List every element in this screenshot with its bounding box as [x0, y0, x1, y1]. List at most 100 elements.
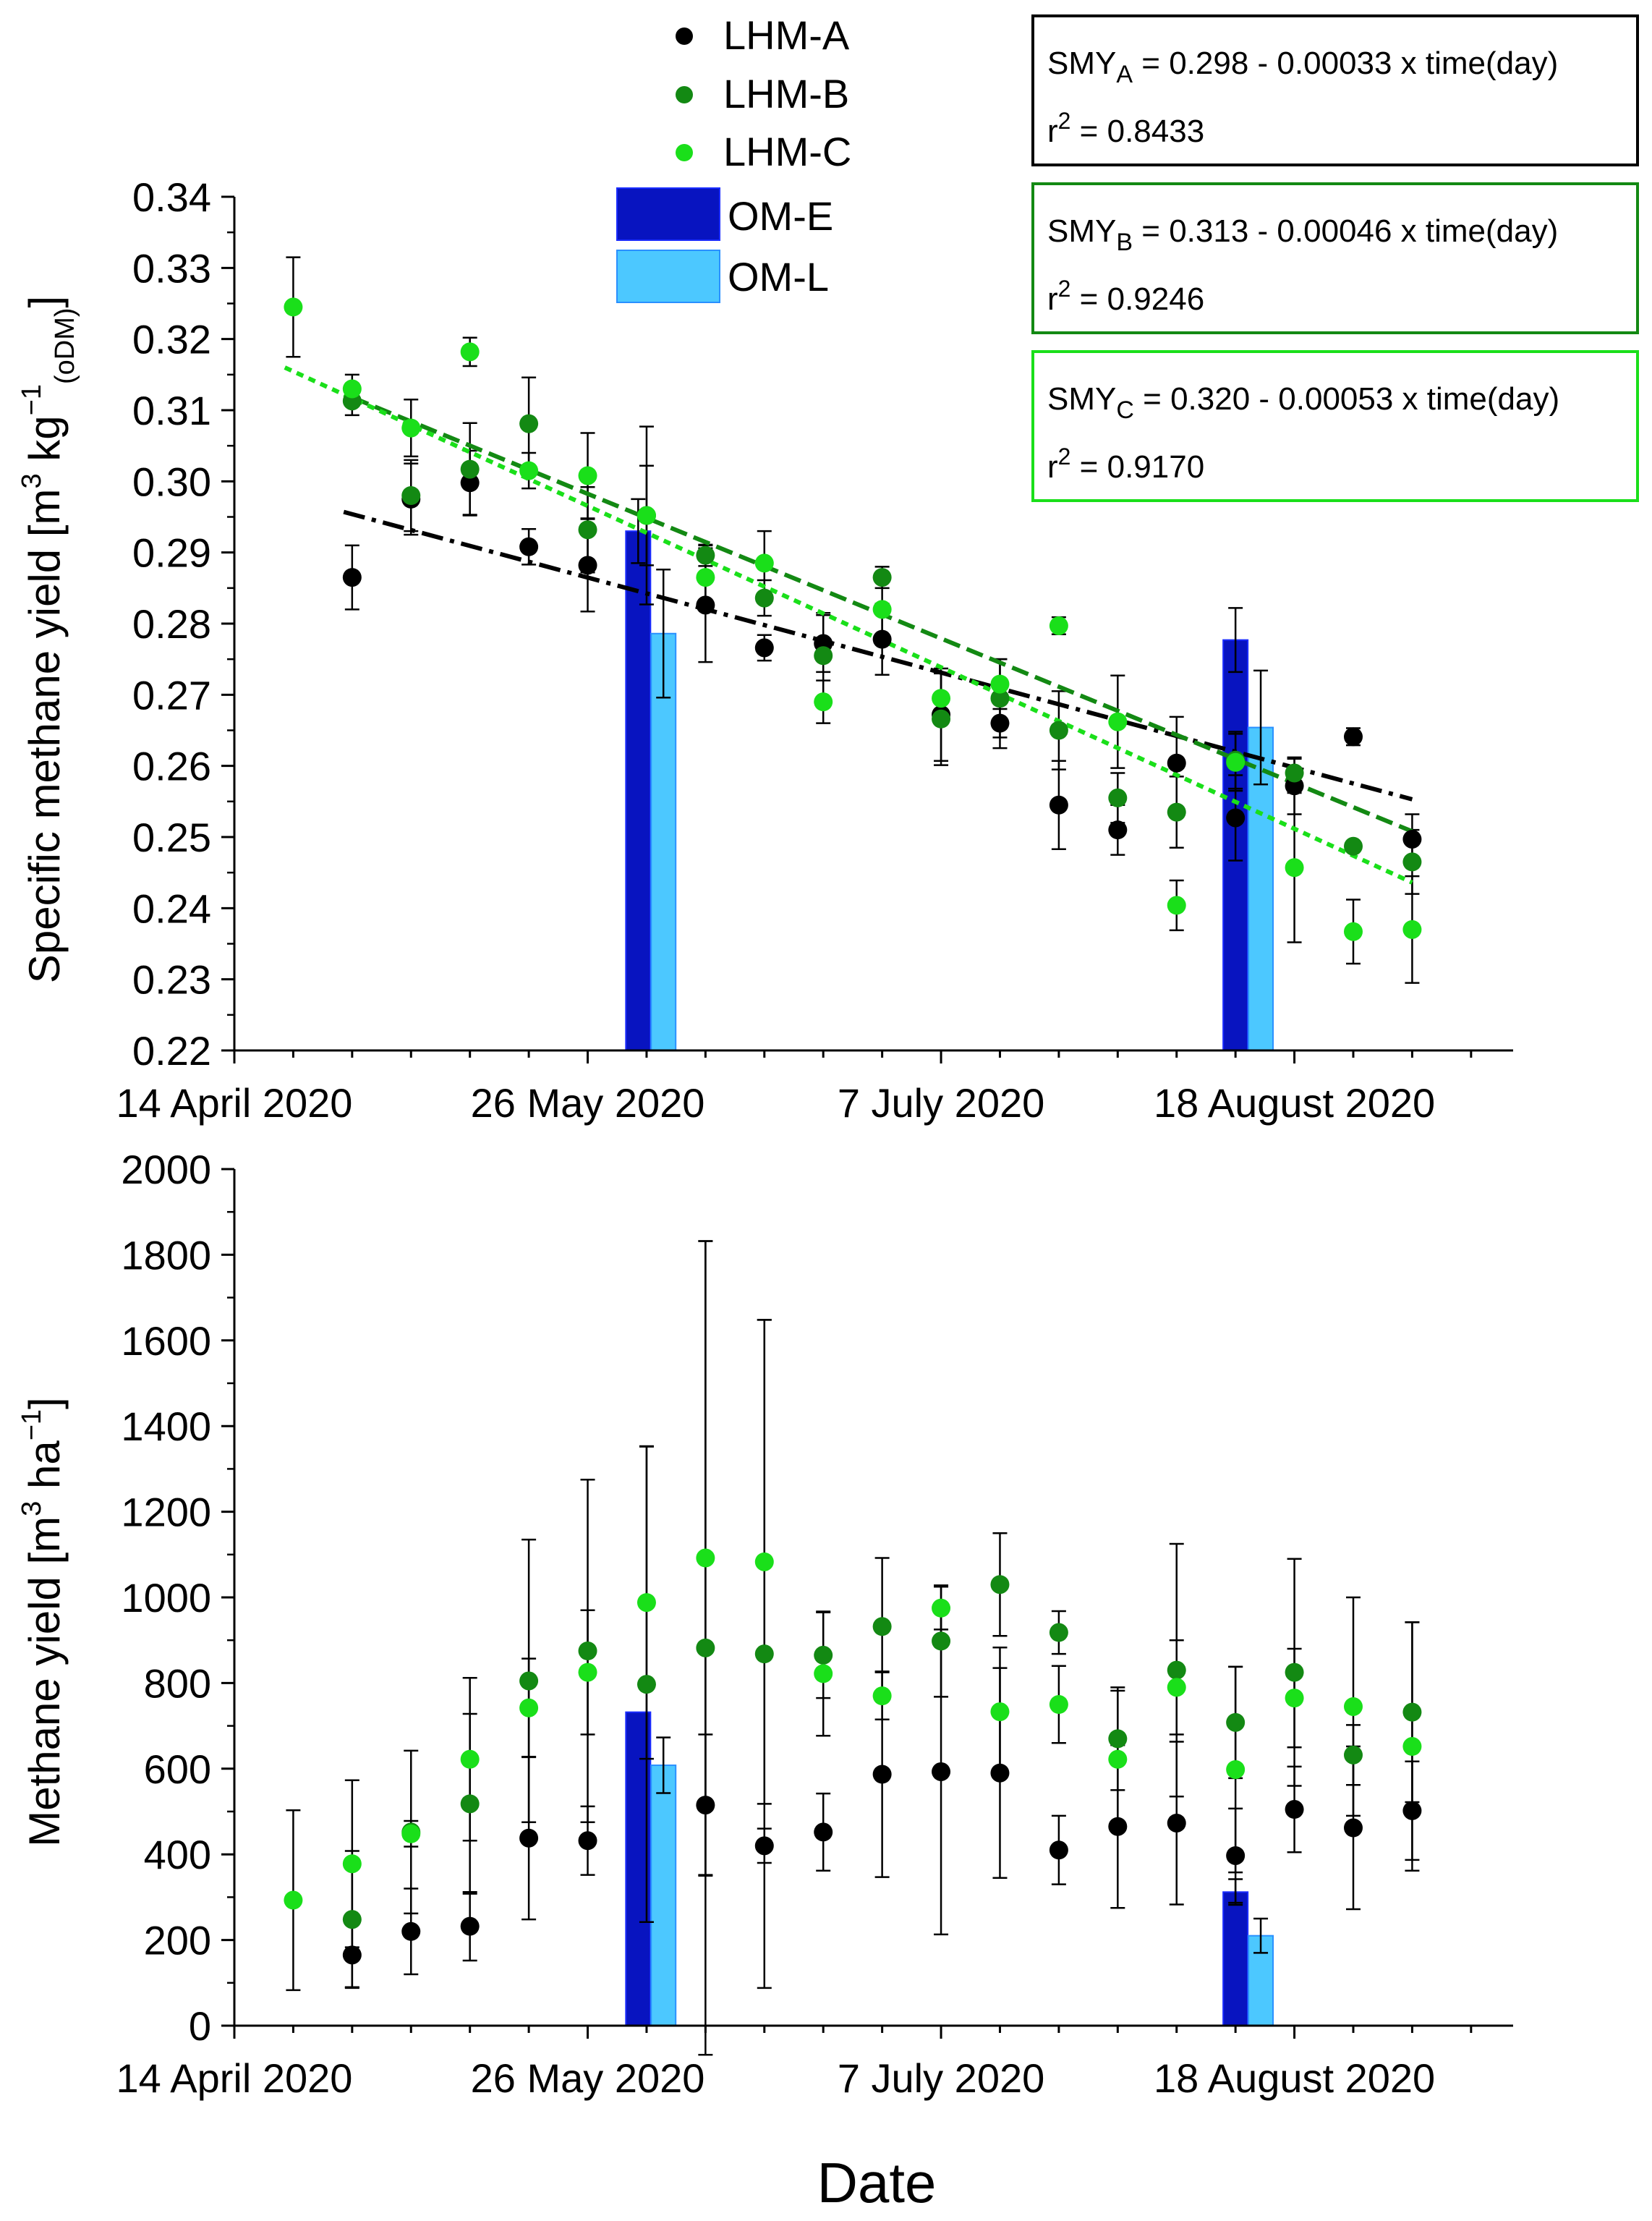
eq-body: = 0.313 - 0.00046 x time(day) — [1133, 213, 1558, 249]
lhm-a-point — [342, 568, 362, 587]
lhm-c-point — [814, 1664, 833, 1683]
r2-value: = 0.9246 — [1070, 281, 1204, 317]
regression-box-b: SMYB = 0.313 - 0.00046 x time(day) r2 = … — [1031, 182, 1639, 334]
lhm-a-point — [872, 629, 892, 649]
lhm-a-point — [342, 1945, 362, 1965]
lhm-c-point — [1167, 896, 1186, 915]
lhm-b-point — [932, 709, 951, 729]
lhm-b-point — [1226, 1712, 1246, 1732]
lhm-c-point — [814, 692, 833, 712]
x-tick-label: 7 July 2020 — [838, 1080, 1044, 1126]
y-tick-label: 0.22 — [132, 1028, 211, 1074]
lhm-a-point — [519, 1828, 539, 1848]
y-tick-label: 1800 — [121, 1232, 211, 1278]
r2-value: = 0.8433 — [1070, 114, 1204, 149]
y-tick-label: 0.24 — [132, 886, 211, 931]
legend-label-lhm-a: LHM-A — [723, 12, 850, 58]
regression-r2: r2 = 0.9246 — [1047, 276, 1204, 317]
lhm-b-point — [696, 545, 715, 565]
lhm-b-point — [1344, 836, 1363, 856]
lhm-c-point — [872, 600, 892, 619]
lhm-a-trendline — [343, 509, 1413, 802]
r2-label: r — [1047, 281, 1058, 317]
om-l-bar — [650, 632, 677, 1051]
y-tick-label: 1600 — [121, 1318, 211, 1364]
lhm-c-trendline — [284, 365, 1413, 885]
lhm-b-point — [578, 520, 597, 540]
lhm-b-point — [578, 1642, 597, 1660]
eq-subscript: B — [1116, 229, 1133, 256]
regression-equation: SMYC = 0.320 - 0.00053 x time(day) — [1047, 381, 1559, 424]
y-tick-label: 0.27 — [132, 672, 211, 718]
lhm-a-point — [1108, 1817, 1128, 1836]
lhm-a-point — [519, 537, 539, 556]
regression-box-frame — [1031, 350, 1639, 502]
eq-smy: SMY — [1047, 381, 1116, 417]
lhm-c-point — [342, 1854, 362, 1874]
lhm-b-point — [636, 1675, 656, 1694]
eq-body: = 0.320 - 0.00053 x time(day) — [1134, 381, 1559, 417]
regression-box-c: SMYC = 0.320 - 0.00053 x time(day) r2 = … — [1031, 350, 1639, 502]
r2-label: r — [1047, 449, 1058, 485]
lhm-c-point — [1167, 1678, 1186, 1697]
lhm-a-point — [1402, 829, 1422, 849]
y-tick-label: 1200 — [121, 1490, 211, 1535]
y-title-sup: −1 — [17, 1409, 47, 1440]
lhm-c-point — [1285, 1689, 1304, 1708]
y-tick-label: 0.34 — [132, 174, 211, 220]
lhm-a-point — [460, 473, 480, 493]
lhm-c-point — [636, 506, 656, 525]
lhm-c-point — [696, 1548, 715, 1568]
lhm-c-point — [1049, 1695, 1068, 1714]
y-tick-label: 400 — [144, 1832, 211, 1877]
lhm-c-point — [401, 1824, 421, 1843]
eq-smy: SMY — [1047, 46, 1116, 81]
lhm-a-point — [990, 713, 1010, 733]
y-title-part: Specific methane yield [m — [20, 489, 69, 984]
lhm-c-point — [1402, 920, 1422, 939]
lhm-b-point — [1108, 788, 1128, 807]
lhm-c-point — [1344, 922, 1363, 941]
legend-label-om-l: OM-L — [728, 254, 829, 300]
specific-methane-yield-chart: 0.22 0.23 0.24 0.25 0.26 0.27 0.28 0.29 0.30 0.31… — [17, 174, 1513, 1126]
lhm-c-point — [342, 379, 362, 399]
r2-sup: 2 — [1058, 276, 1071, 302]
lhm-a-point — [696, 595, 715, 615]
legend-swatch-om-e — [616, 187, 720, 241]
r2-label: r — [1047, 114, 1058, 149]
x-tick-label: 14 April 2020 — [116, 2055, 353, 2101]
methane-yield-chart: 0 200 400 600 800 1000 1200 1400 1600 1800 2000 14 … — [17, 1147, 1513, 2101]
lhm-b-point — [1049, 1623, 1068, 1642]
lhm-b-point — [401, 486, 421, 505]
eq-smy: SMY — [1047, 213, 1116, 249]
lhm-c-point — [1049, 616, 1068, 635]
lhm-a-point — [1049, 1840, 1068, 1860]
lhm-a-point — [1285, 1800, 1304, 1819]
lhm-b-point — [519, 414, 539, 433]
y-tick-label: 600 — [144, 1746, 211, 1792]
legend-label-lhm-c: LHM-C — [723, 129, 851, 174]
lhm-a-point — [1226, 1846, 1246, 1865]
axes-bottom: 0 200 400 600 800 1000 1200 1400 1600 1800 2000 14 … — [116, 1147, 1513, 2101]
lhm-a-point — [1108, 820, 1128, 840]
lhm-c-point — [872, 1686, 892, 1706]
lhm-b-point — [696, 1638, 715, 1657]
legend-marker-lhm-b — [676, 86, 693, 103]
lhm-c-point — [284, 1890, 303, 1910]
lhm-a-point — [872, 1765, 892, 1784]
lhm-a-point — [1344, 727, 1363, 747]
y-tick-label: 0 — [189, 2003, 211, 2049]
lhm-c-point — [1108, 1749, 1128, 1769]
lhm-c-point — [636, 1593, 656, 1613]
lhm-c-point — [1344, 1696, 1363, 1716]
lhm-c-point — [460, 342, 480, 362]
y-tick-label: 800 — [144, 1660, 211, 1706]
lhm-b-point — [1285, 1662, 1304, 1682]
lhm-c-point — [1226, 1759, 1246, 1779]
legend-marker-lhm-c — [676, 144, 693, 161]
r2-sup: 2 — [1058, 443, 1071, 470]
y-title-part: Methane yield [m — [20, 1516, 69, 1847]
lhm-a-point — [754, 638, 774, 658]
y-title-sup: 3 — [17, 473, 47, 488]
regression-r2: r2 = 0.9170 — [1047, 443, 1204, 485]
